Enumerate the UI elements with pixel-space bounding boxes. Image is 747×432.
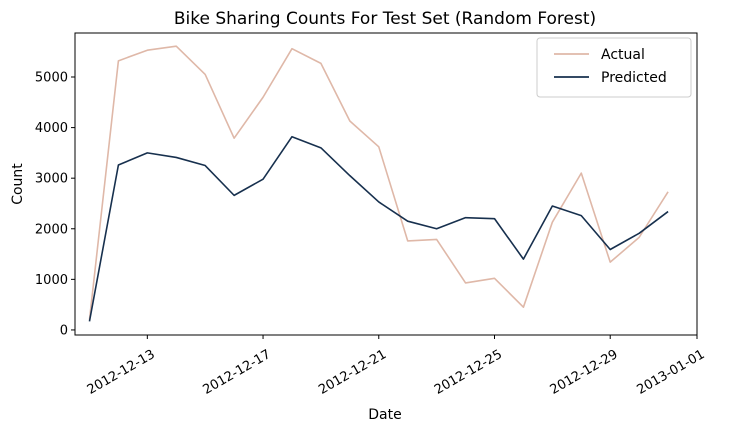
- legend-box: [536, 37, 692, 98]
- x-tick-label: 2012-12-29: [548, 347, 621, 398]
- x-axis-title: Date: [368, 407, 401, 423]
- x-axis: 2012-12-13 2012-12-17 2012-12-21 2012-12-25…: [85, 335, 707, 398]
- chart-title: Bike Sharing Counts For Test Set (Random…: [174, 9, 596, 29]
- x-tick-label: 2012-12-13: [85, 347, 158, 398]
- legend: Actual Predicted: [536, 37, 692, 98]
- y-axis: 0 1000 2000 3000 4000 5000: [35, 71, 75, 338]
- plot-area: [74, 32, 698, 336]
- y-axis-title: Count: [10, 163, 26, 205]
- y-tick-label: 4000: [35, 121, 68, 136]
- series-layer: [88, 45, 669, 322]
- y-tick-label: 3000: [35, 172, 68, 187]
- legend-label-predicted: Predicted: [601, 70, 667, 86]
- y-tick-label: 2000: [35, 222, 68, 237]
- legend-label-actual: Actual: [601, 47, 645, 63]
- plot-frame: [74, 32, 698, 336]
- x-tick-label: 2013-01-01: [634, 347, 707, 398]
- series-line-predicted: [88, 135, 669, 322]
- y-tick-label: 5000: [35, 71, 68, 86]
- x-tick-label: 2012-12-21: [316, 347, 389, 398]
- y-tick-label: 1000: [35, 273, 68, 288]
- series-line-actual: [88, 45, 669, 320]
- x-tick-label: 2012-12-25: [432, 347, 505, 398]
- x-tick-label: 2012-12-17: [201, 347, 274, 398]
- y-tick-label: 0: [60, 323, 68, 338]
